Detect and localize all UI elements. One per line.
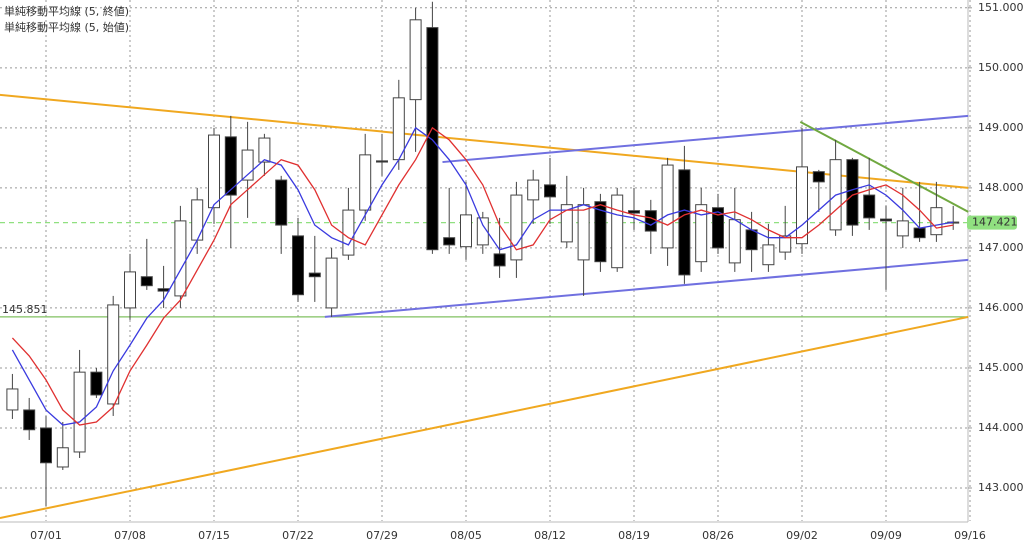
x-tick-label: 09/02 (786, 529, 818, 542)
moving-average-line (11, 126, 954, 426)
candle-body (510, 194, 523, 261)
candle-body (73, 371, 86, 453)
candle-body (325, 257, 338, 309)
line-label: 145.851 (2, 303, 48, 316)
y-tick-label: 149.000 (978, 121, 1023, 134)
candle-body (493, 253, 506, 267)
candle-body (342, 209, 355, 256)
candle-body (527, 179, 540, 201)
candle-body (275, 179, 288, 226)
x-tick-label: 08/12 (534, 529, 566, 542)
candle-body (628, 210, 640, 214)
candle-body (90, 371, 103, 396)
x-tick-label: 08/05 (450, 529, 482, 542)
candle-body (846, 159, 859, 226)
candle-body (308, 272, 321, 278)
candle-body (863, 194, 876, 219)
candle-body (577, 204, 590, 261)
candle-body (40, 427, 52, 464)
trendline (442, 114, 969, 164)
trendline (799, 120, 969, 213)
candle-body (695, 204, 708, 263)
candle-body (208, 134, 220, 209)
candle-body (191, 199, 204, 241)
candle-body (745, 229, 758, 251)
x-tick-label: 07/01 (30, 529, 62, 542)
y-tick-label: 148.000 (978, 181, 1023, 194)
y-tick-label: 147.000 (978, 241, 1023, 254)
x-tick-label: 08/26 (702, 529, 734, 542)
legend-label: 単純移動平均線 (5, 終値) (4, 4, 129, 18)
candle-body (762, 244, 775, 266)
x-tick-label: 07/22 (282, 529, 314, 542)
candle-body (930, 207, 943, 236)
candle-body (544, 184, 556, 198)
x-tick-label: 07/08 (114, 529, 146, 542)
price-label-box (967, 215, 1017, 230)
y-tick-label: 146.000 (978, 301, 1023, 314)
candle-body (124, 271, 136, 309)
candle-body (359, 154, 372, 211)
x-tick-label: 09/16 (954, 529, 986, 542)
candle-body (241, 149, 254, 181)
candle-body (409, 19, 422, 101)
candle-body (644, 210, 657, 232)
price-label: 147.421 (972, 216, 1018, 229)
candle-body (224, 136, 237, 196)
y-tick-label: 151.000 (978, 1, 1023, 14)
trendline (0, 315, 969, 519)
y-tick-label: 144.000 (978, 421, 1023, 434)
candle-body (880, 218, 892, 222)
candle-body (460, 214, 472, 248)
candle-body (292, 235, 304, 296)
y-tick-label: 145.000 (978, 361, 1023, 374)
candle-body (611, 194, 624, 269)
candle-body (896, 220, 909, 237)
candle-body (661, 164, 674, 249)
x-tick-label: 09/09 (870, 529, 902, 542)
candle-body (594, 201, 607, 263)
candle-body (796, 166, 808, 245)
candle-body (392, 97, 405, 161)
candle-body (23, 409, 36, 431)
candle-body (107, 304, 120, 405)
candle-body (157, 288, 170, 292)
trendline (324, 258, 969, 318)
x-tick-label: 08/19 (618, 529, 650, 542)
candle-body (812, 171, 825, 183)
candle-body (560, 204, 573, 243)
candle-body (476, 217, 489, 246)
y-tick-label: 150.000 (978, 61, 1023, 74)
candle-body (426, 27, 439, 251)
candle-body (258, 137, 271, 163)
candle-body (56, 447, 69, 468)
candle-body (6, 388, 19, 411)
candle-body (728, 219, 741, 264)
candle-body (174, 220, 187, 297)
candle-body (712, 207, 724, 249)
x-tick-label: 07/29 (366, 529, 398, 542)
candle-body (678, 169, 691, 276)
candle-body (376, 160, 388, 163)
legend-label: 単純移動平均線 (5, 始値) (4, 20, 129, 34)
candle-body (140, 276, 153, 287)
x-tick-label: 07/15 (198, 529, 230, 542)
candle-body (779, 235, 792, 253)
candle-body (913, 227, 926, 239)
y-tick-label: 143.000 (978, 481, 1023, 494)
moving-average-line (11, 126, 954, 426)
candle-body (443, 237, 456, 246)
